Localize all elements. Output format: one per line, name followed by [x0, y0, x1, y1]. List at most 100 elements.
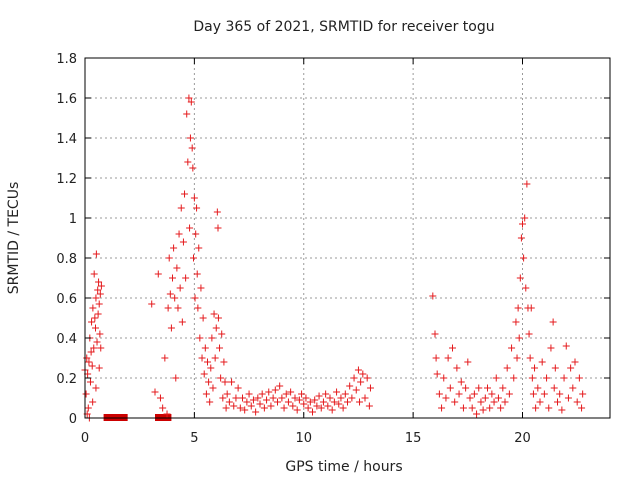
data-point	[569, 384, 577, 392]
y-tick-label: 0.8	[56, 252, 77, 267]
data-point	[163, 410, 171, 418]
data-point	[571, 358, 579, 366]
data-point	[267, 402, 275, 410]
data-point	[169, 274, 176, 282]
x-tick-label: 15	[405, 431, 422, 446]
data-point	[236, 404, 244, 412]
data-point	[159, 404, 167, 412]
data-point	[185, 94, 193, 102]
data-point	[501, 398, 509, 406]
data-point	[515, 334, 523, 342]
data-point	[95, 278, 103, 286]
data-point	[575, 374, 583, 382]
y-tick-label: 1	[69, 212, 77, 227]
axis-ticks: 0 0.2 0.4 0.6 0.8 1 1.2 1.4 1.6 1.8 0 5 10 15 20	[56, 52, 610, 446]
data-point	[346, 382, 354, 390]
data-point	[525, 330, 533, 338]
x-tick-label: 5	[190, 431, 198, 446]
data-point	[519, 220, 526, 228]
data-point	[176, 284, 184, 292]
data-point	[433, 370, 441, 378]
data-point	[258, 390, 266, 398]
data-point	[330, 398, 338, 406]
data-point	[505, 390, 513, 398]
data-point	[209, 384, 217, 392]
x-axis-label: GPS time / hours	[285, 459, 402, 475]
chart-title: Day 365 of 2021, SRMTID for receiver tog…	[193, 19, 494, 35]
data-point	[165, 254, 173, 262]
data-point	[550, 384, 558, 392]
data-point	[366, 384, 374, 392]
data-point	[280, 404, 288, 412]
data-point	[164, 304, 172, 312]
data-point	[89, 304, 97, 312]
data-point	[188, 144, 196, 152]
data-point	[293, 406, 301, 414]
data-point	[315, 392, 323, 400]
data-point	[287, 388, 295, 396]
data-point	[512, 318, 520, 326]
data-point	[284, 398, 292, 406]
data-point	[442, 394, 450, 402]
data-point	[348, 394, 356, 402]
data-point	[503, 364, 511, 372]
y-tick-label: 0.2	[56, 372, 77, 387]
data-point	[205, 378, 213, 386]
data-point	[289, 402, 297, 410]
data-point	[90, 270, 98, 278]
data-point	[252, 408, 260, 416]
data-point	[551, 364, 559, 372]
data-point	[508, 344, 516, 352]
data-point	[219, 394, 227, 402]
y-tick-label: 0.4	[56, 332, 77, 347]
data-point	[440, 374, 448, 382]
data-point	[516, 274, 524, 282]
data-point	[92, 384, 100, 392]
data-point	[477, 398, 485, 406]
data-point	[230, 402, 238, 410]
data-point	[567, 364, 575, 372]
data-point	[449, 344, 456, 352]
data-point	[545, 404, 553, 412]
data-point	[223, 390, 231, 398]
data-point	[220, 358, 228, 366]
data-point	[213, 208, 221, 216]
data-point	[523, 180, 531, 188]
data-point	[198, 354, 206, 362]
data-point	[324, 402, 332, 410]
data-point	[88, 362, 96, 370]
data-point	[527, 304, 535, 312]
data-point	[459, 404, 467, 412]
data-point	[254, 394, 262, 402]
data-point	[167, 324, 175, 332]
data-point	[206, 398, 214, 406]
y-tick-label: 0	[69, 412, 77, 427]
data-point	[453, 364, 461, 372]
data-point	[197, 284, 205, 292]
data-point	[311, 396, 319, 404]
data-point	[547, 344, 555, 352]
data-point	[94, 310, 102, 318]
data-point	[178, 318, 186, 326]
data-point	[435, 390, 443, 398]
data-point	[166, 290, 174, 298]
data-point	[154, 270, 162, 278]
data-point	[532, 404, 540, 412]
data-point	[490, 398, 498, 406]
data-point	[88, 318, 96, 326]
data-point	[269, 394, 277, 402]
data-point	[161, 354, 169, 362]
data-point	[195, 244, 203, 252]
data-point	[335, 400, 343, 408]
data-point	[528, 374, 536, 382]
data-point	[438, 404, 446, 412]
data-point	[84, 404, 92, 412]
data-point	[90, 344, 98, 352]
data-point	[92, 294, 100, 302]
data-point	[536, 398, 544, 406]
data-point	[517, 234, 525, 242]
data-point	[148, 300, 156, 308]
data-point	[187, 98, 195, 106]
data-point	[520, 254, 528, 262]
